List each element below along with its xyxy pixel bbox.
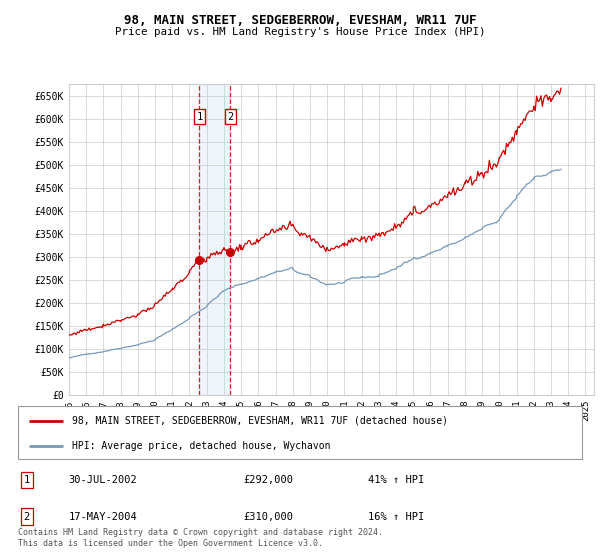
Text: 16% ↑ HPI: 16% ↑ HPI <box>368 512 424 521</box>
Text: 2: 2 <box>23 512 30 521</box>
Text: 2: 2 <box>227 111 233 122</box>
Text: 17-MAY-2004: 17-MAY-2004 <box>69 512 137 521</box>
Text: Contains HM Land Registry data © Crown copyright and database right 2024.
This d: Contains HM Land Registry data © Crown c… <box>18 528 383 548</box>
Text: 1: 1 <box>23 475 30 485</box>
Bar <box>199 84 230 395</box>
Text: Price paid vs. HM Land Registry's House Price Index (HPI): Price paid vs. HM Land Registry's House … <box>115 27 485 38</box>
Text: 30-JUL-2002: 30-JUL-2002 <box>69 475 137 485</box>
Text: 98, MAIN STREET, SEDGEBERROW, EVESHAM, WR11 7UF (detached house): 98, MAIN STREET, SEDGEBERROW, EVESHAM, W… <box>71 416 448 426</box>
Text: 1: 1 <box>196 111 203 122</box>
Text: £292,000: £292,000 <box>244 475 293 485</box>
Text: 41% ↑ HPI: 41% ↑ HPI <box>368 475 424 485</box>
Text: £310,000: £310,000 <box>244 512 293 521</box>
Text: 98, MAIN STREET, SEDGEBERROW, EVESHAM, WR11 7UF: 98, MAIN STREET, SEDGEBERROW, EVESHAM, W… <box>124 14 476 27</box>
Text: HPI: Average price, detached house, Wychavon: HPI: Average price, detached house, Wych… <box>71 441 330 451</box>
